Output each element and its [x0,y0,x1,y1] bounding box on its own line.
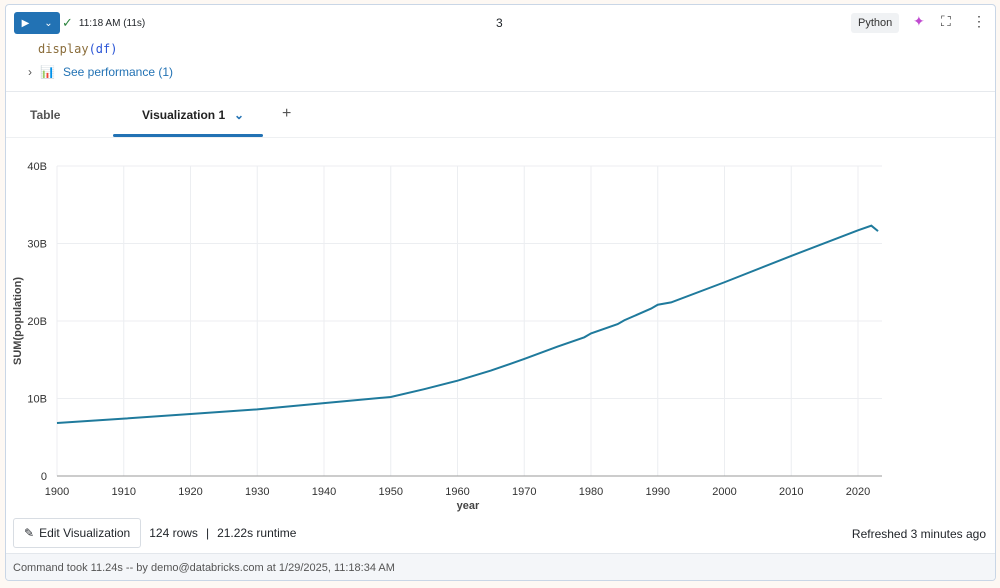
tab-visualization-1[interactable]: Visualization 1 [142,108,226,122]
cell-number: 3 [496,16,503,30]
y-tick-label: 30B [27,239,47,251]
chevron-down-icon[interactable]: ⌄ [44,17,53,29]
status-time: 11:18 AM (11s) [78,17,146,29]
chevron-down-icon[interactable]: ⌄ [234,108,245,122]
row-count: 124 rows [149,526,198,540]
x-tick-label: 1990 [646,486,670,498]
x-tick-label: 1950 [379,486,403,498]
refreshed-status: Refreshed 3 minutes ago [851,527,986,541]
x-tick-label: 1910 [112,486,136,498]
more-menu-icon[interactable]: ⋮ [972,13,986,29]
code-args: (df) [88,42,118,56]
play-icon[interactable]: ▶ [21,17,30,29]
tab-table[interactable]: Table [30,108,61,122]
x-tick-label: 1900 [45,486,69,498]
population-series-line [56,224,879,424]
run-button[interactable]: ▶ ⌄ [14,12,60,34]
x-axis-label: year [457,500,480,512]
runtime: 21.22s runtime [217,526,297,540]
command-info: Command took 11.24s -- by demo@databrick… [6,553,995,580]
language-selector[interactable]: Python [851,13,900,33]
assistant-sparkle-icon[interactable]: ✦ [913,13,925,29]
fullscreen-icon[interactable]: ⛶ [941,13,951,29]
chevron-right-icon[interactable]: › [28,65,32,79]
divider [6,91,995,92]
y-tick-label: 0 [41,471,47,483]
x-tick-label: 1920 [178,486,202,498]
bar-chart-icon: 📊 [40,65,55,79]
check-icon: ✓ [62,15,73,30]
x-tick-label: 1930 [245,486,269,498]
pencil-icon: ✎ [24,526,35,540]
x-tick-label: 1940 [312,486,336,498]
run-status: ✓ 11:18 AM (11s) [62,15,145,31]
divider [6,137,995,138]
y-tick-label: 40B [27,161,47,173]
performance-link[interactable]: See performance (1) [62,65,174,79]
code-function: display [38,42,89,56]
x-tick-label: 1970 [512,486,536,498]
x-tick-label: 1980 [579,486,603,498]
edit-label: Edit Visualization [39,526,131,540]
active-tab-indicator [113,134,263,137]
notebook-cell: ▶ ⌄ ✓ 11:18 AM (11s) 3 Python ✦ ⛶ ⋮ displa… [5,4,996,581]
y-tick-label: 10B [27,394,47,406]
x-tick-label: 2000 [712,486,736,498]
x-tick-label: 2010 [779,486,803,498]
y-axis-label: SUM(population) [12,277,24,365]
edit-visualization-button[interactable]: ✎ Edit Visualization [13,518,142,548]
x-tick-label: 1960 [445,486,469,498]
code-editor[interactable]: display(df) [38,42,117,56]
separator: | [205,526,210,540]
y-tick-label: 20B [27,316,47,328]
see-performance[interactable]: › 📊 See performance (1) [28,65,173,79]
x-tick-label: 2020 [846,486,870,498]
add-tab-button[interactable]: + [282,105,292,122]
line-chart: 1900 1910 1920 1930 1940 1950 1960 1970 1980 1990… [12,161,882,512]
